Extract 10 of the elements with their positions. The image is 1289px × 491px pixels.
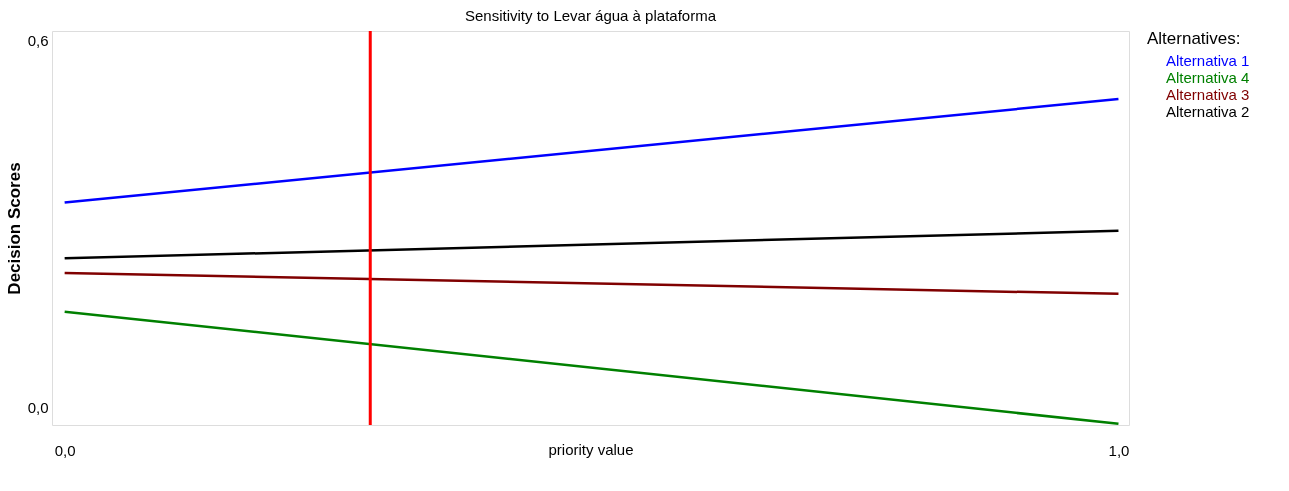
legend-title: Alternatives:	[1147, 29, 1241, 48]
text: Alternativa 2	[1166, 102, 1250, 120]
text: Alternativa 3	[1166, 85, 1250, 103]
x-axis-title: priority value	[548, 440, 634, 458]
x-tick-label: 1,0	[1108, 441, 1130, 459]
text: Alternativa 4	[1166, 68, 1250, 86]
y-axis-title: Decision Scores	[4, 162, 24, 295]
y-tick-label: 0,6	[27, 31, 49, 49]
chart-title: Sensitivity to Levar água à plataforma	[465, 6, 717, 24]
text: Alternativa 1	[1166, 51, 1250, 69]
